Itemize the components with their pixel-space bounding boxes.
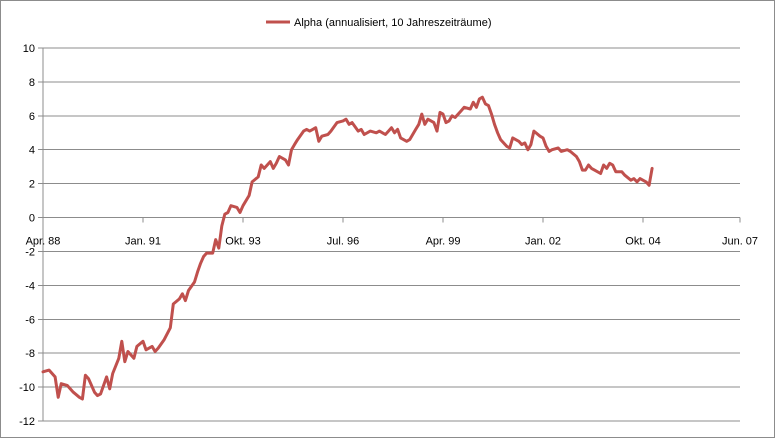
y-tick-label: 10 — [23, 43, 35, 55]
y-tick-label: 6 — [29, 111, 35, 123]
x-tick-label: Okt. 04 — [625, 236, 660, 248]
x-tick-label: Jan. 02 — [525, 236, 561, 248]
x-tick-label: Okt. 93 — [225, 236, 260, 248]
y-tick-label: -10 — [19, 382, 35, 394]
legend-label: Alpha (annualisiert, 10 Jahreszeiträume) — [294, 17, 492, 29]
legend: Alpha (annualisiert, 10 Jahreszeiträume) — [266, 17, 492, 29]
x-tick-label: Jul. 96 — [327, 236, 359, 248]
y-tick-label: -2 — [25, 246, 35, 258]
axes — [38, 47, 741, 422]
x-axis-tick-labels: Apr. 88 Jan. 91 Okt. 93 Jul. 96 Apr. 99 Jan. … — [26, 236, 758, 248]
y-tick-label: -12 — [19, 416, 35, 428]
x-tick-label: Jan. 91 — [125, 236, 161, 248]
y-axis-tick-labels: -12 -10 -8 -6 -4 -2 0 2 4 6 8 10 — [19, 43, 35, 428]
x-tick-label: Jun. 07 — [722, 236, 758, 248]
y-tick-label: 8 — [29, 77, 35, 89]
y-tick-label: -4 — [25, 280, 35, 292]
series-line — [41, 95, 654, 401]
gridlines — [43, 47, 740, 422]
y-tick-label: -6 — [25, 314, 35, 326]
series-lines — [41, 95, 654, 401]
y-tick-label: 2 — [29, 179, 35, 191]
y-tick-label: -8 — [25, 348, 35, 360]
x-tick-label: Apr. 99 — [426, 236, 461, 248]
y-tick-label: 4 — [29, 145, 35, 157]
y-tick-label: 0 — [29, 213, 35, 225]
x-tick-label: Apr. 88 — [26, 236, 61, 248]
